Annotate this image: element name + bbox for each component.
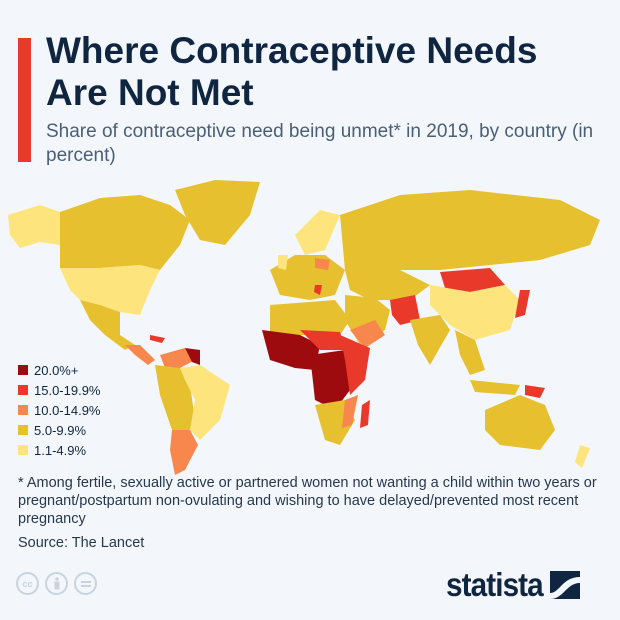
footnote: * Among fertile, sexually active or part… (18, 475, 597, 527)
region-png (525, 385, 545, 398)
legend-swatch (18, 405, 28, 415)
source: Source: The Lancet (18, 535, 145, 551)
region-alaska (8, 205, 60, 248)
statista-logo-icon (549, 571, 580, 599)
legend-swatch (18, 385, 28, 395)
legend-label: 5.0-9.9% (34, 422, 87, 438)
region-uk (278, 255, 288, 270)
region-madagascar (360, 400, 370, 428)
legend-item: 20.0%+ (18, 360, 101, 380)
title-accent-bar (18, 38, 31, 162)
region-brazil (180, 365, 230, 440)
legend-label: 1.1-4.9% (34, 442, 87, 458)
region-argentina (170, 430, 198, 475)
nd-equals-icon[interactable] (74, 572, 97, 595)
region-guianas (185, 348, 200, 365)
legend-label: 20.0%+ (34, 362, 79, 378)
cc-icon[interactable]: cc (16, 572, 39, 595)
region-india (410, 315, 450, 365)
legend-swatch (18, 365, 28, 375)
region-north-africa (270, 300, 350, 335)
region-caribbean (150, 335, 165, 343)
by-person-icon[interactable] (45, 572, 68, 595)
world-map (8, 180, 600, 475)
page-title: Where Contraceptive Needs Are Not Met (46, 30, 538, 113)
legend-swatch (18, 425, 28, 435)
license-icons[interactable]: cc (16, 572, 97, 595)
legend-item: 1.1-4.9% (18, 440, 101, 460)
region-indonesia (470, 380, 520, 395)
region-canada (60, 195, 190, 270)
legend-label: 10.0-14.9% (34, 402, 101, 418)
region-afghanistan-pakistan (390, 295, 420, 325)
region-east-africa (340, 335, 370, 395)
region-new-zealand (575, 445, 590, 468)
region-mozambique (342, 395, 358, 428)
region-china (430, 285, 520, 340)
region-central-africa (310, 350, 350, 410)
region-sahel (300, 330, 345, 350)
statista-logo[interactable]: statista (446, 566, 580, 604)
region-australia (485, 395, 555, 450)
brand-name: statista (446, 566, 544, 603)
region-west-africa (262, 330, 320, 370)
region-yemen (350, 320, 385, 348)
region-east-europe (315, 258, 330, 270)
region-greenland (175, 180, 260, 245)
legend-label: 15.0-19.9% (34, 382, 101, 398)
legend-item: 10.0-14.9% (18, 400, 101, 420)
region-andes (155, 365, 195, 440)
region-mexico (80, 300, 135, 350)
region-southeast-asia (455, 330, 485, 375)
page-subtitle: Share of contraceptive need being unmet*… (46, 121, 594, 166)
region-balkans (314, 285, 322, 295)
region-mongolia (440, 268, 505, 292)
region-venezuela (160, 348, 195, 368)
legend-swatch (18, 445, 28, 455)
region-central-asia (345, 270, 430, 300)
region-russia (340, 190, 600, 270)
legend-item: 15.0-19.9% (18, 380, 101, 400)
legend: 20.0%+ 15.0-19.9% 10.0-14.9% 5.0-9.9% 1.… (18, 360, 101, 460)
region-scandinavia (295, 210, 340, 255)
region-japan (515, 290, 530, 318)
region-central-america (125, 345, 155, 365)
legend-item: 5.0-9.9% (18, 420, 101, 440)
region-usa (60, 265, 160, 315)
